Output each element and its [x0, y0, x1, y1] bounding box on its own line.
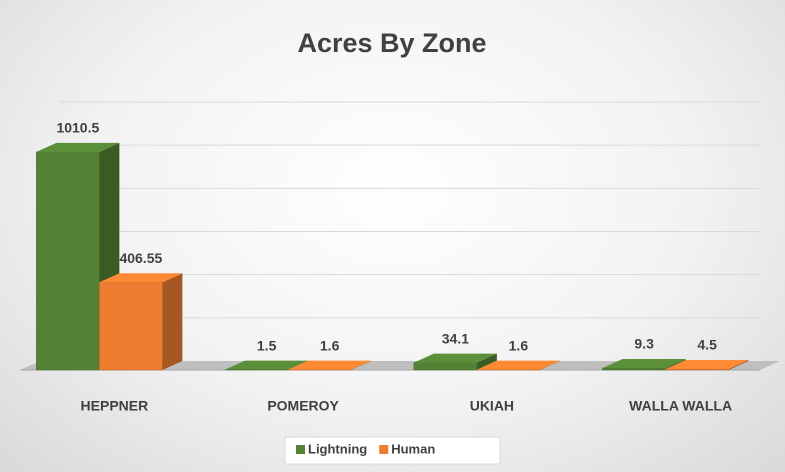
x-tick-label: POMEROY	[267, 398, 339, 414]
data-label: 1010.5	[56, 120, 99, 136]
data-label: 34.1	[442, 330, 469, 346]
bar-top	[36, 142, 120, 152]
bar-top	[225, 360, 309, 370]
bar-top	[288, 360, 372, 370]
bar-side	[728, 360, 749, 370]
bar-side	[539, 360, 560, 370]
bar-top	[413, 353, 497, 363]
bar	[36, 151, 100, 371]
data-label: 1.5	[257, 337, 277, 353]
legend-box	[284, 436, 501, 465]
bar-top	[665, 360, 749, 370]
bar	[413, 362, 478, 371]
bar	[665, 368, 729, 371]
data-label: 4.5	[697, 337, 717, 353]
bar	[99, 282, 163, 371]
bar-top	[99, 273, 183, 283]
bar-side	[162, 273, 183, 370]
legend-label: Lightning	[308, 441, 367, 456]
data-label: 1.6	[509, 337, 529, 353]
data-label: 1.6	[320, 337, 340, 353]
bar-top	[602, 358, 686, 368]
x-tick-label: HEPPNER	[81, 398, 149, 414]
bar-side	[476, 353, 497, 370]
x-tick-label: WALLA WALLA	[629, 398, 732, 414]
legend-swatch	[379, 445, 389, 454]
bar	[602, 367, 666, 371]
legend-swatch	[296, 445, 305, 454]
x-tick-label: UKIAH	[470, 398, 514, 414]
floor	[20, 361, 780, 370]
data-label: 9.3	[634, 336, 654, 352]
legend-label: Human	[391, 441, 435, 456]
chart-title: Acres By Zone	[297, 28, 486, 58]
bar-side	[351, 360, 372, 370]
bar-top	[476, 360, 560, 370]
data-label: 406.55	[119, 250, 162, 266]
